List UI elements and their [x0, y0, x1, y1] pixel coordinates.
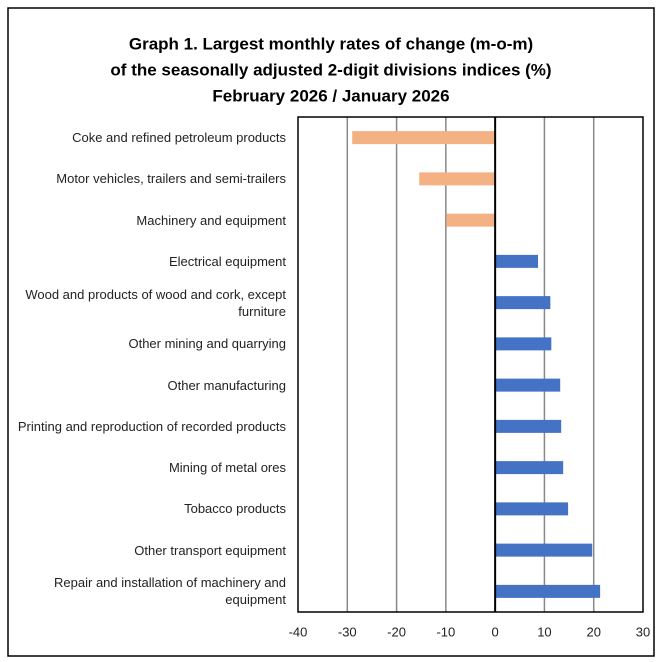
y-tick-label: Printing and reproduction of recorded pr… [17, 418, 286, 434]
bar [446, 213, 496, 227]
x-tick-label: -40 [289, 624, 308, 639]
y-tick-label: Other transport equipment [134, 542, 286, 558]
bar [495, 254, 539, 268]
y-tick-label-box: Printing and reproduction of recorded pr… [17, 418, 286, 434]
y-tick-label: Electrical equipment [168, 253, 286, 269]
x-tick-label: 30 [636, 624, 650, 639]
bar [495, 296, 551, 310]
x-tick-label: 20 [586, 624, 600, 639]
y-tick-label-box: Other manufacturing [167, 377, 286, 393]
y-tick-label: Other mining and quarrying [128, 336, 286, 352]
chart-title: Graph 1. Largest monthly rates of change… [129, 34, 533, 53]
x-tick-label: -20 [387, 624, 406, 639]
y-tick-label: Mining of metal ores [168, 460, 286, 476]
bar [495, 337, 552, 351]
y-tick-label-box: Tobacco products [184, 501, 286, 517]
bar [495, 543, 593, 557]
y-tick-label: Machinery and equipment [136, 212, 286, 228]
y-tick-label-box: Repair and installation of machinery and… [54, 575, 286, 608]
y-tick-label: Coke and refined petroleum products [72, 130, 286, 146]
y-tick-label: Repair and installation of machinery and… [54, 575, 286, 608]
chart-title: February 2026 / January 2026 [212, 86, 449, 105]
plot-frame [297, 116, 644, 613]
x-tick-label: 10 [537, 624, 551, 639]
bar [419, 172, 496, 186]
bar [495, 502, 569, 516]
y-tick-label: Other manufacturing [167, 377, 286, 393]
y-tick-label-box: Wood and products of wood and cork, exce… [25, 286, 286, 319]
chart-title: of the seasonally adjusted 2-digit divis… [110, 60, 551, 79]
bar [495, 419, 562, 433]
x-tick-label: -10 [436, 624, 455, 639]
x-tick-label: -30 [338, 624, 357, 639]
y-tick-label-box: Coke and refined petroleum products [72, 130, 286, 146]
bar [495, 461, 564, 475]
y-tick-label: Motor vehicles, trailers and semi-traile… [56, 171, 286, 187]
bar [352, 131, 496, 145]
y-tick-label-box: Motor vehicles, trailers and semi-traile… [56, 171, 286, 187]
y-tick-label-box: Other transport equipment [134, 542, 286, 558]
y-tick-label: Tobacco products [184, 501, 286, 517]
y-tick-label-box: Electrical equipment [168, 253, 286, 269]
y-tick-label: Wood and products of wood and cork, exce… [25, 286, 286, 319]
bar [495, 584, 601, 598]
y-tick-label-box: Other mining and quarrying [128, 336, 286, 352]
y-tick-label-box: Machinery and equipment [136, 212, 286, 228]
x-tick-label: 0 [492, 624, 499, 639]
y-tick-label-box: Mining of metal ores [168, 460, 286, 476]
bar [495, 378, 561, 392]
